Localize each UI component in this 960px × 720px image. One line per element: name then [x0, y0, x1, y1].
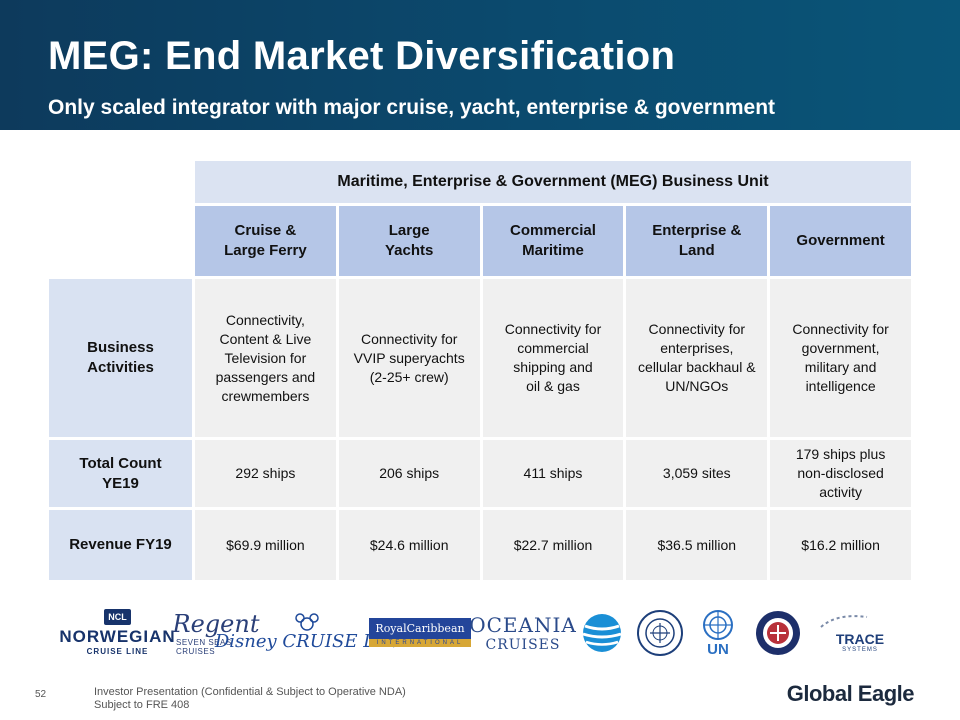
mickey-ears-icon: [295, 613, 319, 631]
un-name: UN: [707, 640, 729, 658]
trace-swoosh-icon: [820, 614, 868, 628]
segment-header-enterprise: Enterprise & Land: [626, 206, 768, 276]
activity-cell-commercial: Connectivity for commercial shipping and oi…: [482, 279, 624, 437]
royal-caribbean-logo: RoyalCaribbean INTERNATIONAL: [369, 605, 471, 660]
segment-header-yachts: Large Yachts: [338, 206, 480, 276]
oceania-logo: OCEANIA CRUISES: [469, 605, 576, 660]
oceania-sub: CRUISES: [485, 636, 561, 653]
regent-logo: Regent SEVEN SEAS CRUISES: [173, 605, 260, 660]
count-cell-commercial: 411 ships: [482, 440, 624, 507]
activity-cell-yachts: Connectivity for VVIP superyachts (2-25+ c…: [338, 279, 480, 437]
count-cell-government: 179 ships plus non-disclosed activity: [770, 440, 911, 507]
ncl-name: NORWEGIAN: [59, 627, 176, 646]
page-number: 52: [35, 689, 47, 700]
att-logo: [577, 605, 627, 660]
regent-name: Regent: [172, 609, 260, 638]
ncl-badge: NCL: [104, 609, 131, 625]
meg-business-unit-table: Maritime, Enterprise & Government (MEG) …: [46, 158, 914, 583]
segment-header-cruise: Cruise & Large Ferry: [195, 206, 336, 276]
navy-seal-icon: [756, 610, 800, 655]
footer-line-2: Subject to FRE 408: [94, 699, 190, 711]
ncl-sub: CRUISE LINE: [86, 647, 149, 656]
revenue-cell-government: $16.2 million: [770, 510, 911, 580]
revenue-cell-cruise: $69.9 million: [195, 510, 336, 580]
count-cell-yachts: 206 ships: [338, 440, 480, 507]
footer-line-1: Investor Presentation (Confidential & Su…: [94, 686, 406, 698]
segment-header-commercial: Commercial Maritime: [482, 206, 624, 276]
imf-seal-icon: [637, 609, 683, 656]
header-divider: [0, 130, 960, 140]
disney-cruise-logo: Disney CRUISE LINE: [215, 605, 411, 660]
page-subtitle: Only scaled integrator with major cruise…: [48, 96, 776, 119]
activity-cell-enterprise: Connectivity for enterprises, cellular bac…: [626, 279, 768, 437]
footer-disclaimer: Investor Presentation (Confidential & Su…: [94, 686, 406, 712]
page-title: MEG: End Market Diversification: [48, 34, 676, 78]
segment-header-government: Government: [770, 206, 911, 276]
title-banner: MEG: End Market Diversification Only sca…: [0, 0, 960, 130]
un-logo: UN: [693, 605, 743, 660]
royal-caribbean-wordmark: RoyalCaribbean INTERNATIONAL: [369, 618, 471, 647]
trace-name: TRACE: [835, 630, 885, 647]
customer-logo-strip: NCL NORWEGIAN CRUISE LINE Regent SEVEN S…: [59, 605, 910, 660]
row-label-revenue: Revenue FY19: [49, 510, 192, 580]
disney-name: Disney CRUISE LINE: [214, 631, 412, 652]
oceania-name: OCEANIA: [469, 612, 577, 637]
activity-cell-government: Connectivity for government, military and i…: [770, 279, 911, 437]
imf-logo: [635, 605, 685, 660]
ncl-logo: NCL NORWEGIAN CRUISE LINE: [59, 605, 175, 660]
un-emblem-icon: [703, 609, 733, 640]
count-cell-enterprise: 3,059 sites: [626, 440, 768, 507]
corner-empty-cell: [49, 161, 192, 203]
unit-header: Maritime, Enterprise & Government (MEG) …: [195, 161, 911, 203]
revenue-cell-enterprise: $36.5 million: [626, 510, 768, 580]
royal-caribbean-name: RoyalCaribbean: [369, 618, 471, 639]
brand-name: Global Eagle: [786, 681, 915, 706]
trace-systems-logo: TRACE SYSTEMS: [815, 605, 905, 660]
royal-caribbean-sub: INTERNATIONAL: [369, 639, 471, 647]
revenue-cell-yachts: $24.6 million: [338, 510, 480, 580]
count-cell-cruise: 292 ships: [195, 440, 336, 507]
trace-sub: SYSTEMS: [842, 646, 878, 653]
navy-logo: [753, 605, 803, 660]
row-label-business-activities: Business Activities: [49, 279, 192, 437]
revenue-cell-commercial: $22.7 million: [482, 510, 624, 580]
row-label-total-count: Total Count YE19: [49, 440, 192, 507]
corner-empty-cell: [49, 206, 192, 276]
activity-cell-cruise: Connectivity, Content & Live Television fo…: [195, 279, 336, 437]
att-globe-icon: [582, 613, 622, 652]
global-eagle-logo: Global Eagle: [786, 679, 915, 709]
regent-sub: SEVEN SEAS CRUISES: [176, 637, 232, 656]
